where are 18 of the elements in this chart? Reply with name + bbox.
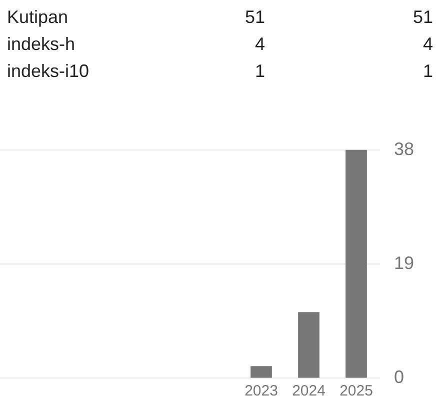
text: indeks-h	[7, 33, 76, 55]
text: 51	[244, 6, 265, 28]
text: 1	[422, 60, 433, 82]
bar	[346, 150, 367, 378]
bar	[298, 312, 320, 378]
y-tick-label: 19	[394, 252, 414, 273]
text: Kutipan	[7, 6, 70, 28]
y-tick-label: 0	[394, 367, 404, 388]
x-tick-label: 2024	[292, 382, 326, 400]
x-tick-label: 2023	[244, 382, 278, 400]
bar	[250, 366, 272, 378]
text: 1	[254, 60, 265, 82]
x-tick-label: 2025	[340, 382, 373, 400]
y-tick-label: 38	[394, 138, 414, 159]
text: 51	[412, 6, 433, 28]
text: 4	[422, 33, 433, 55]
text: indeks-i10	[7, 60, 90, 82]
text: 4	[254, 33, 265, 55]
